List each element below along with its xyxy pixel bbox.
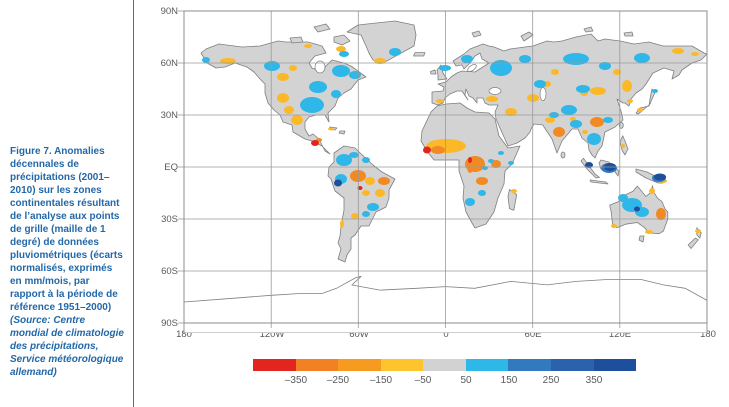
lon-label-0: 0 [443, 329, 449, 340]
lat-label-90n: 90N [160, 6, 178, 17]
colorbar-segment [338, 359, 381, 371]
lon-label-60w: 60W [349, 329, 369, 340]
lat-label-90s: 90S [161, 318, 178, 329]
vertical-divider [133, 0, 134, 407]
colorbar-segment [253, 359, 296, 371]
colorbar-tick: 350 [585, 375, 603, 386]
graticule [178, 10, 708, 328]
lon-label-120e: 120E [608, 329, 632, 340]
caption-text: Figure 7. Anomalies décennales de précip… [10, 146, 123, 313]
figure-caption: Figure 7. Anomalies décennales de précip… [10, 145, 124, 379]
colorbar-tick: –250 [326, 375, 350, 386]
colorbar-segment [295, 359, 339, 371]
colorbar-tick: –50 [414, 375, 432, 386]
map-frame [183, 10, 708, 324]
colorbar-tick: 150 [500, 375, 518, 386]
lon-label-120w: 120W [259, 329, 285, 340]
colorbar-segment [593, 359, 637, 371]
colorbar [253, 359, 637, 371]
lat-label-30n: 30N [160, 110, 178, 121]
colorbar-segment [508, 359, 551, 371]
caption-source: (Source: Centre mondial de climatologie … [10, 315, 124, 378]
inland-seas [314, 60, 547, 101]
colorbar-segment [550, 359, 594, 371]
world-anomaly-map [178, 10, 708, 333]
lon-label-180e: 180 [700, 329, 716, 340]
lon-label-180w: 180 [176, 329, 192, 340]
colorbar-tick: 250 [542, 375, 560, 386]
lon-label-60e: 60E [524, 329, 542, 340]
colorbar-segment [380, 359, 424, 371]
colorbar-tick: 50 [460, 375, 472, 386]
lat-label-30s: 30S [161, 214, 178, 225]
colorbar-segment [465, 359, 509, 371]
colorbar-tick: –150 [369, 375, 393, 386]
colorbar-tick: –350 [284, 375, 308, 386]
lat-label-60s: 60S [161, 266, 178, 277]
lat-label-60n: 60N [160, 58, 178, 69]
colorbar-segment [423, 359, 466, 371]
lat-label-eq: EQ [164, 162, 178, 173]
